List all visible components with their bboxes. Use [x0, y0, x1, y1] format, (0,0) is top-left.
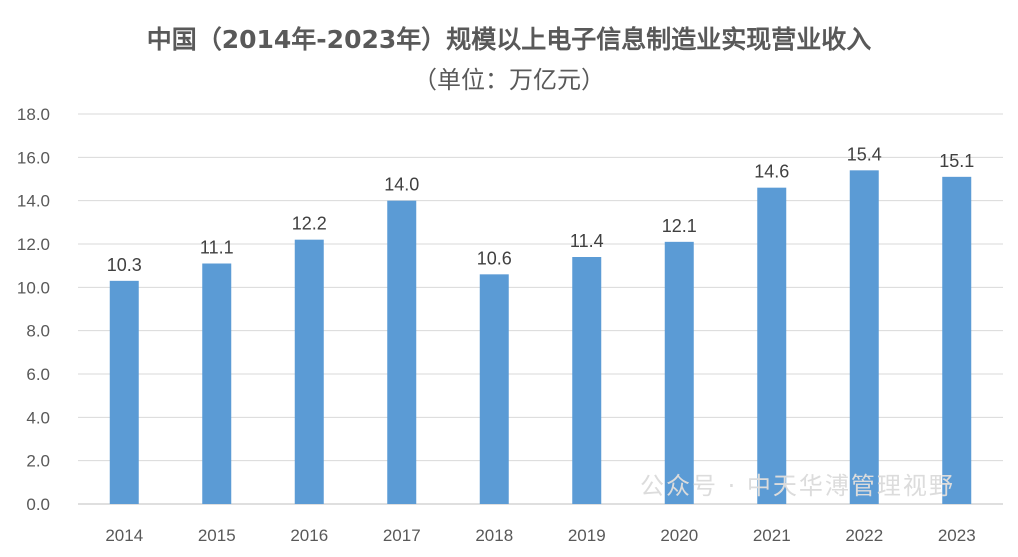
bar [942, 176, 972, 505]
data-label: 10.3 [107, 255, 142, 275]
y-tick-label: 18.0 [17, 105, 50, 124]
x-tick-label: 2023 [938, 526, 976, 545]
x-tick-label: 2020 [660, 526, 698, 545]
bar [109, 280, 139, 504]
data-label: 12.1 [662, 216, 697, 236]
chart-subtitle: （单位：万亿元） [413, 66, 605, 94]
y-tick-label: 4.0 [26, 408, 50, 427]
x-tick-label: 2019 [568, 526, 606, 545]
bar [572, 257, 602, 504]
bar [202, 263, 232, 504]
y-tick-label: 0.0 [26, 495, 50, 514]
data-label: 14.0 [384, 175, 419, 195]
y-tick-label: 14.0 [17, 192, 50, 211]
chart-title: 中国（2014年-2023年）规模以上电子信息制造业实现营业收入 [146, 25, 872, 54]
bar [387, 200, 417, 504]
x-tick-label: 2014 [105, 526, 143, 545]
x-tick-label: 2017 [383, 526, 421, 545]
bar [664, 241, 694, 505]
x-tick-label: 2015 [198, 526, 236, 545]
x-tick-label: 2016 [290, 526, 328, 545]
watermark: 公众号 · 中天华溥管理视野 [640, 472, 955, 500]
bar [479, 274, 509, 504]
x-tick-label: 2021 [753, 526, 791, 545]
x-tick-label: 2018 [475, 526, 513, 545]
data-label: 15.4 [847, 144, 882, 164]
y-tick-label: 6.0 [26, 365, 50, 384]
data-label: 12.2 [292, 214, 327, 234]
data-label: 10.6 [477, 248, 512, 268]
data-label: 11.4 [570, 231, 604, 251]
x-tick-label: 2022 [845, 526, 883, 545]
y-tick-label: 10.0 [17, 278, 50, 297]
y-tick-label: 16.0 [17, 148, 50, 167]
data-label: 14.6 [754, 162, 789, 182]
y-tick-label: 12.0 [17, 235, 50, 254]
y-tick-label: 2.0 [26, 452, 50, 471]
data-label: 15.1 [939, 151, 974, 171]
bar [849, 170, 879, 505]
data-label: 11.1 [200, 238, 234, 258]
bar [294, 239, 324, 504]
bar [757, 187, 787, 504]
y-tick-label: 8.0 [26, 322, 50, 341]
